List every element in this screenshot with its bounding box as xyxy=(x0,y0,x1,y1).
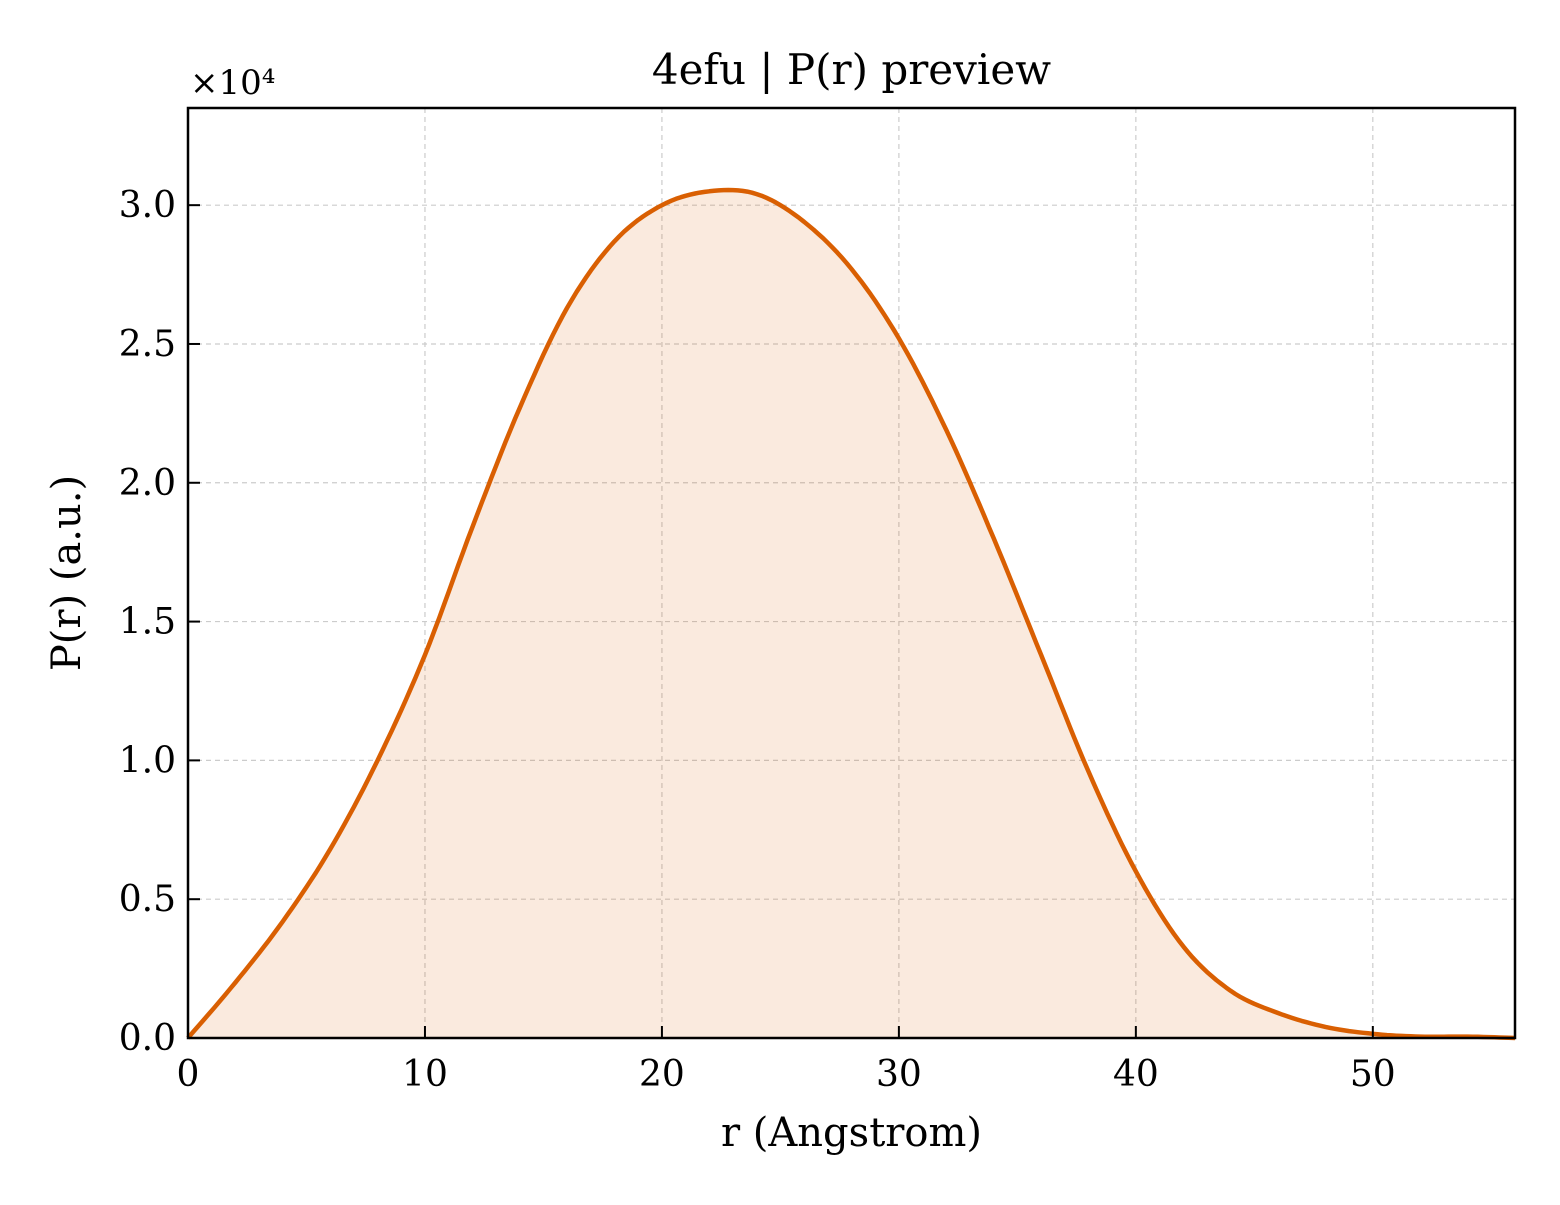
x-tick-label: 50 xyxy=(1350,1054,1396,1095)
chart-title: 4efu | P(r) preview xyxy=(652,45,1051,94)
x-tick-label: 20 xyxy=(639,1054,685,1095)
grid-layer xyxy=(188,108,1515,1038)
y-tick-label: 1.0 xyxy=(119,740,176,781)
series-line xyxy=(186,187,1516,1041)
y-tick-label: 0.0 xyxy=(119,1018,176,1059)
tick-layer: 0 10 20 30 40 50 0.0 0.5 1.0 1.5 2.0 2.5 3.0 xyxy=(119,185,1396,1095)
x-tick-label: 0 xyxy=(177,1054,200,1095)
y-offset-label: ×10⁴ xyxy=(190,63,275,103)
y-tick-label: 2.0 xyxy=(119,463,176,504)
y-tick-label: 1.5 xyxy=(119,602,176,643)
x-tick-label: 10 xyxy=(402,1054,448,1095)
x-tick-label: 30 xyxy=(876,1054,922,1095)
y-axis-label: P(r) (a.u.) xyxy=(44,475,90,671)
x-tick-label: 40 xyxy=(1113,1054,1159,1095)
x-axis-label: r (Angstrom) xyxy=(721,1110,982,1156)
plot-frame xyxy=(186,106,1517,1040)
y-tick-label: 2.5 xyxy=(119,324,176,365)
area-fill xyxy=(188,190,1515,1038)
y-tick-label: 3.0 xyxy=(119,185,176,226)
y-tick-label: 0.5 xyxy=(119,879,176,920)
